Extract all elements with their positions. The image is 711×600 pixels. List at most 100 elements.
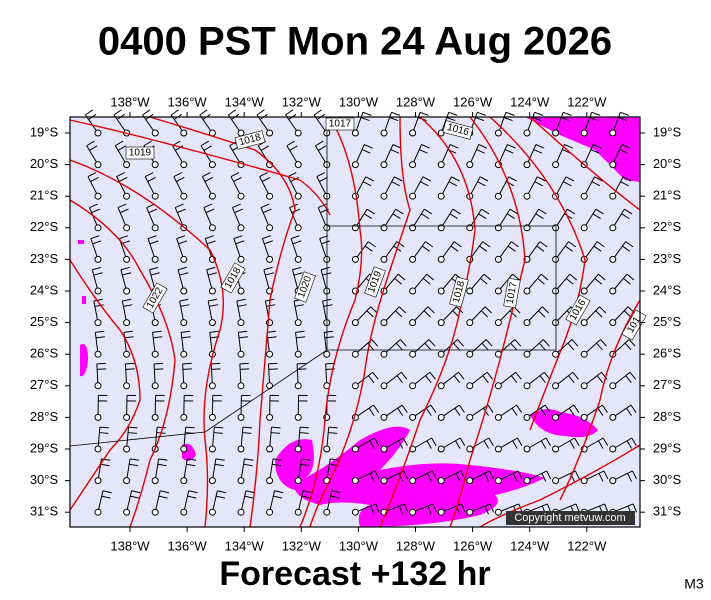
station: [94, 287, 102, 295]
barb-feather: [391, 111, 401, 116]
barb-staff: [354, 176, 367, 197]
barb-feather: [426, 473, 432, 482]
barb-feather: [622, 245, 631, 252]
station: [523, 161, 531, 169]
barb-staff: [174, 207, 185, 228]
barb-staff: [269, 458, 274, 481]
barb-staff: [322, 300, 328, 323]
barb-staff: [295, 332, 299, 355]
barb-feather: [170, 109, 179, 116]
station: [237, 382, 245, 390]
barb-feather: [209, 304, 219, 307]
barb-feather: [511, 241, 519, 248]
label-box: [503, 277, 521, 309]
barb-feather: [375, 503, 380, 513]
station: [351, 508, 359, 516]
barb-staff: [182, 363, 185, 386]
barb-feather: [512, 273, 520, 281]
lat-label: 26°S: [30, 346, 59, 361]
barb-staff: [173, 176, 185, 197]
barb-staff: [211, 427, 215, 450]
barb-feather: [101, 458, 111, 461]
station: [437, 192, 445, 200]
station: [94, 445, 102, 453]
wind-barb: [151, 458, 168, 485]
barb-feather: [574, 470, 580, 480]
station: [294, 413, 302, 421]
barb-feather: [426, 440, 432, 449]
barb-feather: [626, 273, 635, 281]
barb-feather: [461, 503, 466, 513]
station: [466, 477, 474, 485]
barb-feather: [177, 208, 186, 214]
barb-feather: [330, 458, 340, 461]
barb-staff: [583, 112, 593, 134]
barb-feather: [295, 330, 305, 333]
wind-barb: [437, 339, 464, 358]
station: [294, 319, 302, 327]
wind-barb: [523, 339, 550, 358]
barb-feather: [454, 407, 461, 416]
barb-staff: [199, 114, 213, 134]
barb-feather: [571, 339, 579, 347]
barb-staff: [126, 427, 130, 450]
isobar: [449, 116, 526, 528]
wind-barb: [523, 371, 551, 390]
barb-feather: [483, 407, 489, 416]
barb-feather: [94, 304, 104, 307]
wind-barb: [494, 306, 521, 327]
station: [266, 477, 274, 485]
wind-barb: [237, 330, 248, 358]
station: [466, 413, 474, 421]
barb-feather: [598, 440, 604, 449]
lon-label: 124°W: [510, 538, 550, 553]
barb-feather: [124, 336, 134, 339]
barb-feather: [209, 330, 219, 333]
lat-label: 19°S: [653, 124, 682, 139]
barb-staff: [412, 404, 432, 418]
station: [323, 350, 331, 358]
station: [123, 382, 131, 390]
barb-feather: [545, 437, 551, 447]
wind-barb: [93, 298, 104, 327]
barb-feather: [362, 181, 372, 187]
barb-feather: [362, 111, 372, 116]
wind-barb: [231, 203, 245, 232]
barb-feather: [511, 407, 518, 416]
barb-feather: [115, 140, 124, 147]
wind-barb: [409, 176, 432, 200]
wind-barb: [266, 490, 284, 516]
barb-staff: [498, 503, 519, 513]
barb-feather: [540, 440, 547, 449]
wind-barb: [200, 140, 216, 169]
barb-staff: [86, 145, 99, 165]
wind-barb: [409, 339, 436, 358]
wind-barb: [147, 235, 159, 263]
barb-feather: [432, 503, 437, 513]
barb-feather: [632, 470, 637, 480]
wind-barb: [123, 362, 135, 390]
barb-feather: [188, 490, 198, 494]
station: [609, 477, 617, 485]
barb-feather: [537, 176, 546, 182]
barb-feather: [213, 432, 223, 434]
barb-feather: [504, 149, 514, 154]
station: [409, 413, 417, 421]
barb-staff: [146, 207, 156, 228]
barb-staff: [498, 437, 518, 450]
wind-barb: [609, 241, 634, 263]
station: [409, 508, 417, 516]
barb-feather: [315, 140, 324, 147]
barb-feather: [234, 208, 244, 214]
station: [609, 319, 617, 327]
wind-barb: [237, 426, 252, 453]
barb-feather: [603, 470, 609, 480]
barb-staff: [469, 404, 489, 418]
lon-label: 138°W: [110, 94, 150, 109]
barb-staff: [412, 371, 431, 387]
wind-barb: [609, 437, 637, 453]
barb-feather: [594, 176, 603, 182]
station: [294, 161, 302, 169]
station: [151, 508, 159, 516]
isobar: [69, 199, 176, 528]
